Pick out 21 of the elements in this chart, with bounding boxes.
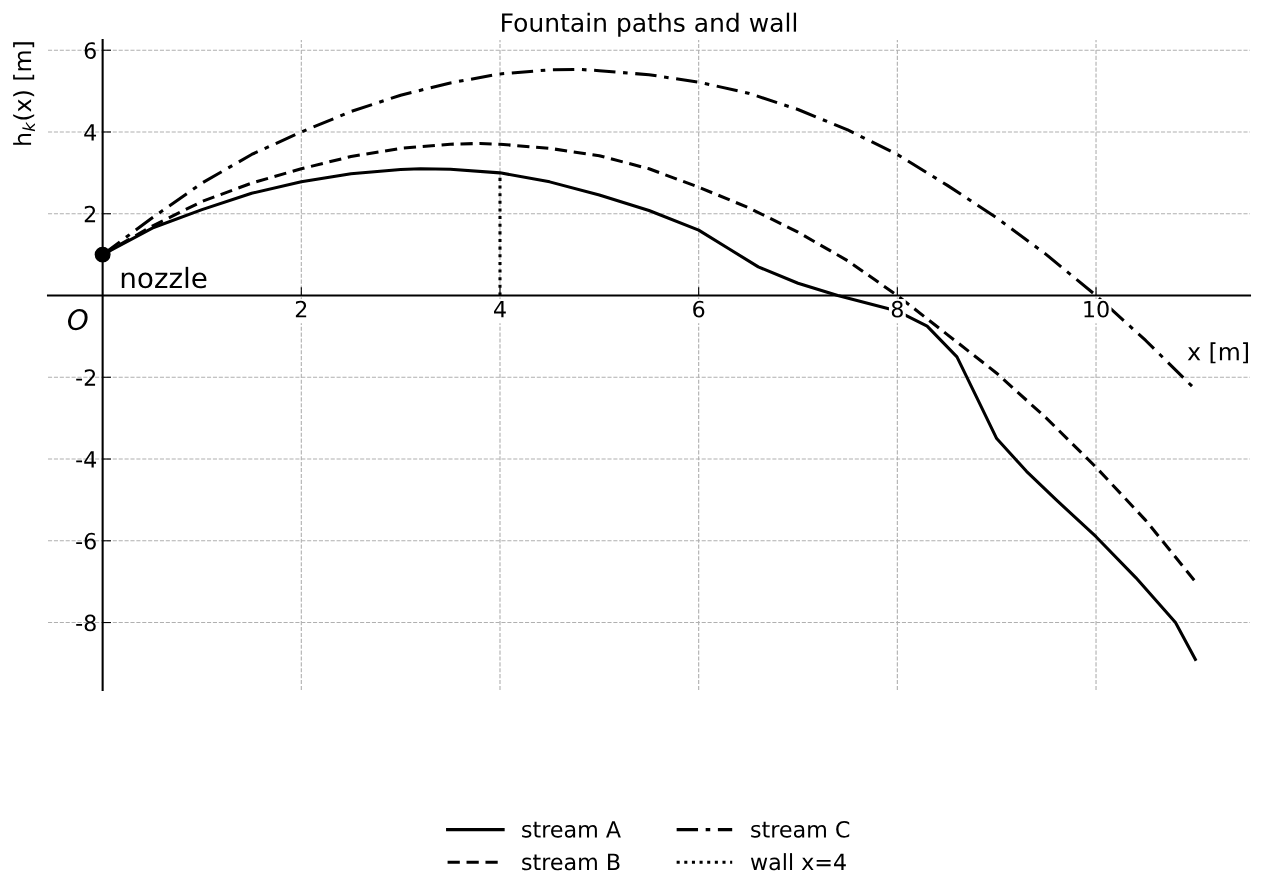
legend-label: stream C [751, 820, 850, 838]
y-tick-label: -2 [76, 369, 96, 386]
x-tick-label: 6 [693, 300, 705, 318]
x-tick-label: 4 [494, 301, 506, 318]
y-tick-label: 2 [84, 205, 96, 223]
x-tick-label: 2 [295, 300, 307, 318]
y-tick-label: -8 [76, 614, 96, 632]
x-tick-label: 8 [891, 300, 903, 318]
y-axis-title: h$_{k}$(x) [m] [13, 42, 35, 145]
annotation: O [67, 309, 88, 331]
x-tick-label: 10 [1084, 300, 1109, 318]
legend-label: wall x=4 [750, 853, 846, 871]
y-tick-label: 4 [84, 124, 97, 141]
y-tick-label: -6 [76, 532, 96, 550]
chart-title: Fountain paths and wall [502, 12, 797, 37]
legend-label: stream A [522, 821, 621, 838]
y-tick-label: 6 [84, 42, 96, 59]
y-tick-label: -4 [76, 451, 97, 468]
x-axis-title: x [m] [1187, 342, 1248, 364]
annotation: nozzle [121, 266, 207, 289]
legend-label: stream B [522, 853, 620, 871]
